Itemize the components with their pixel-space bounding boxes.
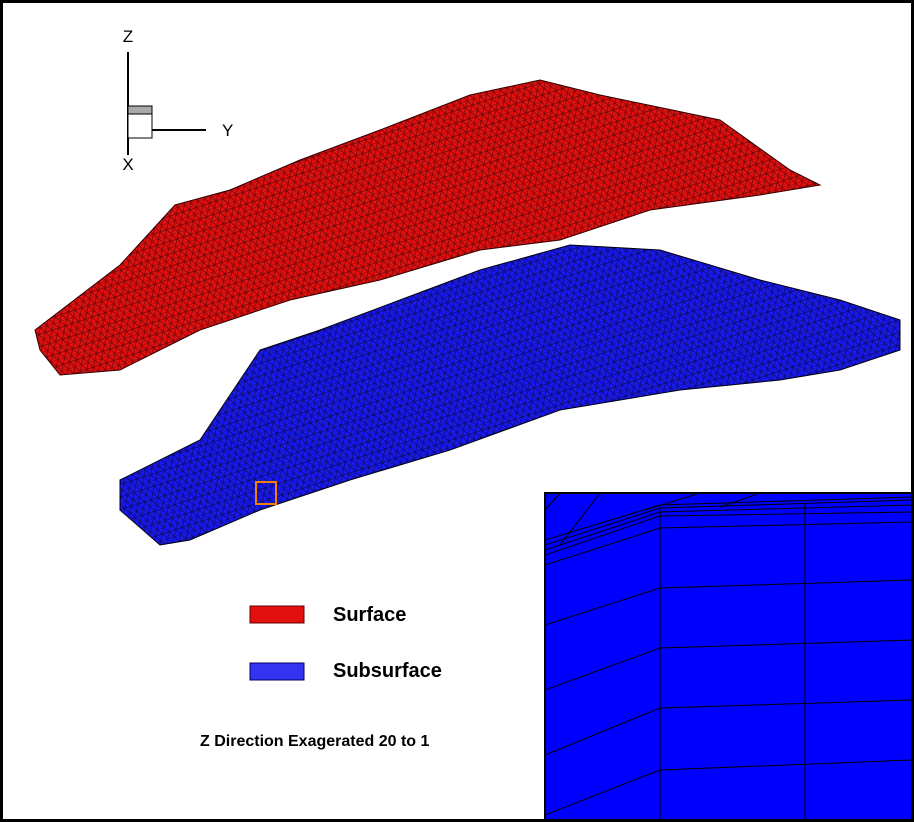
legend-label: Subsurface (333, 660, 442, 682)
axis-z-label: Z (123, 27, 133, 46)
note: Z Direction Exagerated 20 to 1 (200, 733, 430, 750)
figure: Z Y X Surface Subsurface Z Direction Exa… (0, 0, 914, 822)
axis-x-label: X (122, 155, 133, 174)
legend-label: Surface (333, 604, 406, 626)
page: Z Y X Surface Subsurface Z Direction Exa… (0, 0, 914, 822)
legend-swatch (250, 663, 304, 680)
axis-y-label: Y (222, 121, 233, 140)
zoom-inset (545, 493, 912, 822)
legend-swatch (250, 606, 304, 623)
